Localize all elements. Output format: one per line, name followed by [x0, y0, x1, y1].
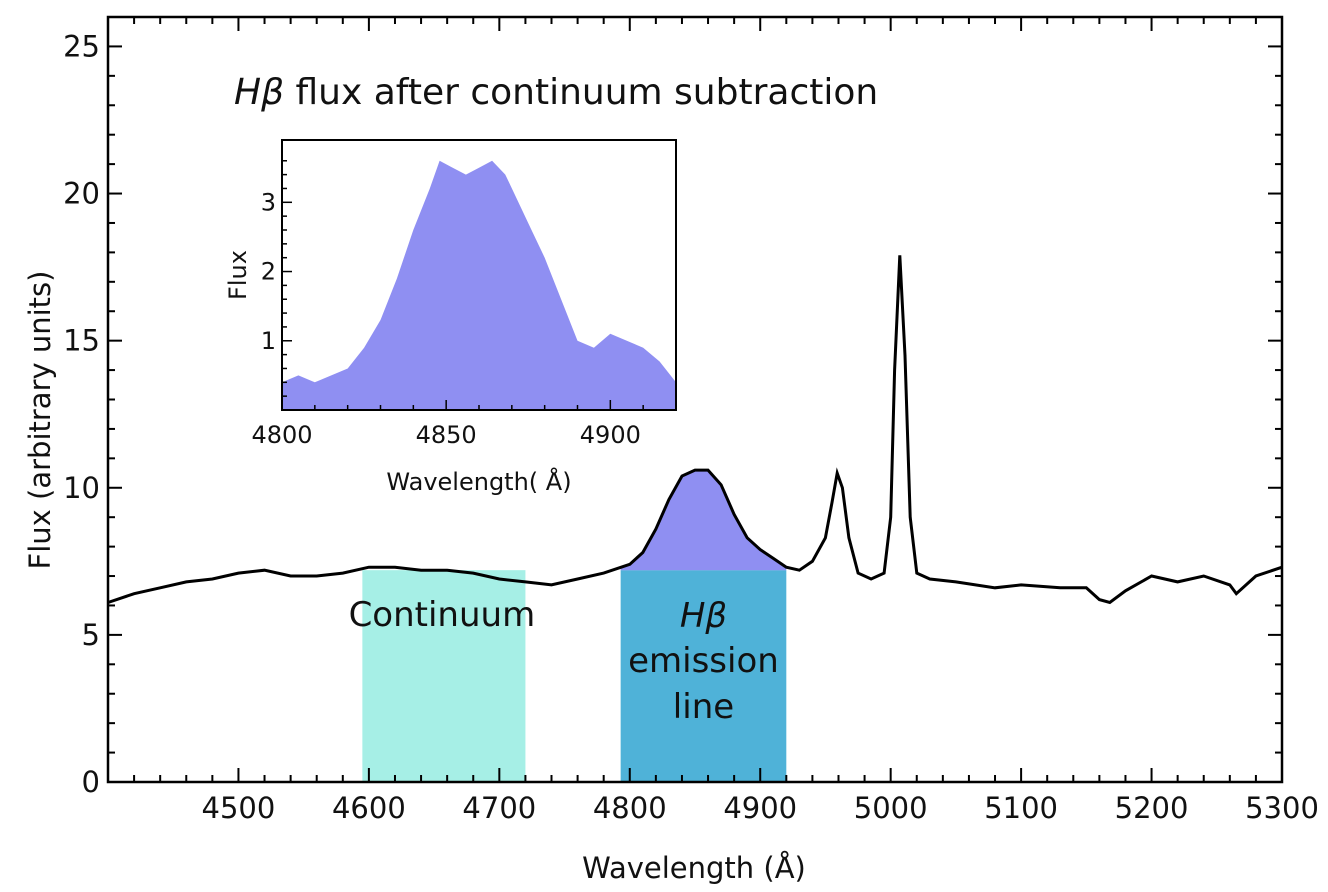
x-tick-label-5300: 5300 — [1245, 791, 1319, 825]
inset-x-tick-label-4900: 4900 — [580, 421, 641, 449]
chart-title-symbol: Hβ — [234, 72, 284, 113]
y-tick-label-20: 20 — [63, 177, 100, 211]
inset-y-tick-label-1: 1 — [261, 327, 276, 355]
inset-y-axis-label: Flux — [224, 250, 252, 300]
chart-title: Hβ flux after continuum subtraction — [234, 72, 878, 113]
main-axis-ticks — [107, 16, 1283, 783]
inset-x-tick-label-4800: 4800 — [251, 421, 312, 449]
main-tick-labels: 4500 4600 4700 4800 4900 5000 5100 5200 5300 0 5 10… — [63, 29, 1319, 825]
band-regions — [362, 570, 787, 782]
band-rect-1 — [620, 570, 787, 782]
chart-title-rest: flux after continuum subtraction — [284, 72, 878, 113]
x-tick-label-5100: 5100 — [984, 791, 1058, 825]
band-rect-0 — [362, 570, 526, 782]
inset-tick-labels: 4800 4850 4900 1 2 3 — [251, 188, 640, 449]
x-axis-label: Wavelength (Å) — [582, 851, 806, 885]
hbeta-label-line2: line — [673, 687, 734, 727]
y-tick-label-25: 25 — [63, 29, 100, 63]
x-tick-label-4500: 4500 — [202, 791, 276, 825]
x-tick-label-5200: 5200 — [1115, 791, 1189, 825]
inset-flux-fill — [282, 160, 676, 410]
y-tick-label-10: 10 — [63, 471, 100, 505]
hbeta-label-line1: emission — [628, 641, 779, 681]
inset-plot: 4800 4850 4900 1 2 3 Wavelength( Å) Flux — [224, 139, 677, 496]
x-tick-label-4900: 4900 — [723, 791, 797, 825]
inset-axis-ticks — [281, 160, 677, 411]
x-tick-label-5000: 5000 — [854, 791, 928, 825]
x-tick-label-4600: 4600 — [332, 791, 406, 825]
y-tick-label-0: 0 — [82, 765, 100, 799]
emission-fill-area — [620, 470, 787, 571]
hbeta-label-symbol: Hβ — [680, 596, 727, 636]
x-tick-label-4700: 4700 — [462, 791, 536, 825]
y-tick-label-15: 15 — [63, 324, 100, 358]
inset-y-tick-label-3: 3 — [261, 188, 276, 216]
y-tick-label-5: 5 — [82, 618, 100, 652]
inset-x-tick-label-4850: 4850 — [416, 421, 477, 449]
spectrum-line — [107, 255, 1283, 605]
inset-y-tick-label-2: 2 — [261, 258, 276, 286]
continuum-label: Continuum — [349, 595, 536, 635]
x-tick-label-4800: 4800 — [593, 791, 667, 825]
inset-x-axis-label: Wavelength( Å) — [386, 467, 571, 496]
band-labels: Continuum Hβ emission line — [349, 595, 779, 727]
y-axis-label: Flux (arbitrary units) — [23, 271, 57, 570]
